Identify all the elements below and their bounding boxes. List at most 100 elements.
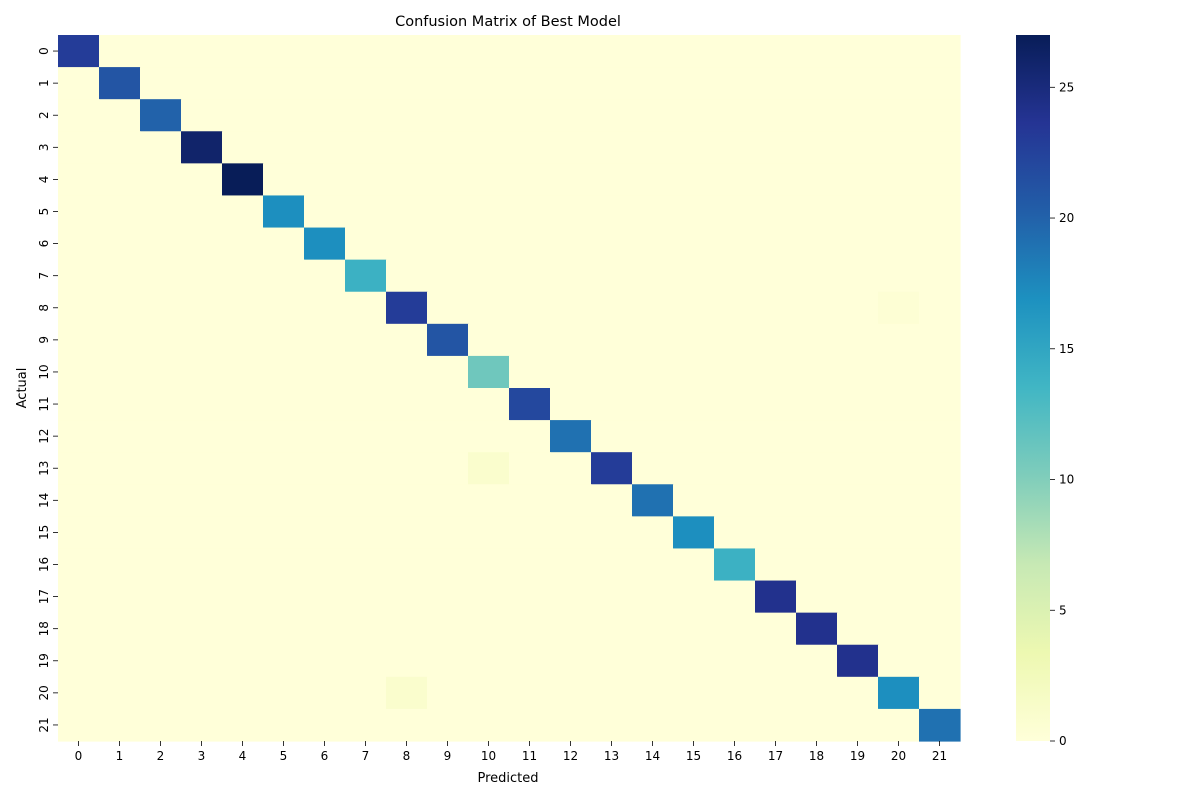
heatmap-cell xyxy=(796,676,838,710)
heatmap-cell xyxy=(509,291,551,325)
heatmap-cell xyxy=(755,259,797,293)
heatmap-cell xyxy=(386,644,428,678)
heatmap-cell xyxy=(345,676,387,710)
heatmap-cell xyxy=(58,99,100,132)
heatmap-cell xyxy=(878,580,920,614)
x-tick-label: 1 xyxy=(116,749,124,763)
heatmap-cell xyxy=(755,516,797,550)
colorbar-tick-label: 20 xyxy=(1059,211,1074,225)
heatmap-cell xyxy=(632,355,674,389)
heatmap-cell xyxy=(796,259,838,293)
heatmap-cell xyxy=(550,420,592,453)
heatmap-cell xyxy=(837,163,879,197)
heatmap-cell xyxy=(714,323,756,357)
heatmap-cell xyxy=(550,99,592,132)
heatmap-cell xyxy=(755,67,797,100)
heatmap-cell xyxy=(509,548,551,582)
heatmap-cell xyxy=(919,291,961,325)
heatmap-cell xyxy=(304,484,346,517)
heatmap-cell xyxy=(99,355,141,389)
heatmap-cell xyxy=(878,259,920,293)
heatmap-cell xyxy=(714,388,756,421)
colorbar-tick-label: 5 xyxy=(1059,603,1067,617)
heatmap-cell xyxy=(140,452,182,485)
heatmap-cell xyxy=(99,612,141,646)
heatmap-cell xyxy=(181,227,223,261)
heatmap-cell xyxy=(550,516,592,550)
heatmap-cell xyxy=(222,644,264,678)
y-tick-label: 15 xyxy=(37,525,51,540)
heatmap-cell xyxy=(263,131,305,164)
x-tick-label: 6 xyxy=(321,749,329,763)
heatmap-cell xyxy=(796,131,838,164)
heatmap-cell xyxy=(632,163,674,197)
x-tick-label: 19 xyxy=(850,749,865,763)
heatmap-cell xyxy=(755,291,797,325)
x-tick-label: 7 xyxy=(362,749,370,763)
heatmap-cell xyxy=(591,516,633,550)
heatmap-cell xyxy=(99,259,141,293)
x-axis-label: Predicted xyxy=(477,771,538,786)
heatmap-cell xyxy=(140,612,182,646)
heatmap-cell xyxy=(591,612,633,646)
y-axis-label: Actual xyxy=(15,368,30,409)
heatmap-cell xyxy=(222,259,264,293)
heatmap-cell xyxy=(837,259,879,293)
heatmap-cell xyxy=(263,644,305,678)
heatmap-cell xyxy=(304,99,346,132)
heatmap-cell xyxy=(427,291,469,325)
heatmap-cell xyxy=(140,516,182,550)
heatmap-cell xyxy=(632,291,674,325)
heatmap-cell xyxy=(345,259,387,293)
heatmap-cell xyxy=(673,227,715,261)
heatmap-cell xyxy=(345,484,387,517)
heatmap-cell xyxy=(550,227,592,261)
colorbar-tick-label: 10 xyxy=(1059,473,1074,487)
x-tick-label: 5 xyxy=(280,749,288,763)
heatmap-cell xyxy=(386,676,428,710)
heatmap-cell xyxy=(796,195,838,229)
heatmap-cell xyxy=(837,291,879,325)
heatmap-cell xyxy=(509,195,551,229)
heatmap-cell xyxy=(222,580,264,614)
heatmap-cell xyxy=(919,516,961,550)
heatmap-cell xyxy=(878,355,920,389)
y-tick-label: 20 xyxy=(37,685,51,700)
heatmap-cell xyxy=(714,420,756,453)
x-tick-label: 18 xyxy=(809,749,824,763)
heatmap-cell xyxy=(796,99,838,132)
heatmap-cell xyxy=(181,355,223,389)
heatmap-cell xyxy=(591,163,633,197)
heatmap-cell xyxy=(673,35,715,68)
heatmap-cell xyxy=(427,259,469,293)
heatmap-cell xyxy=(714,99,756,132)
heatmap-cell xyxy=(58,452,100,485)
heatmap-cell xyxy=(181,195,223,229)
heatmap-cell xyxy=(591,644,633,678)
heatmap-cell xyxy=(222,131,264,164)
heatmap-cell xyxy=(58,516,100,550)
heatmap-cell xyxy=(755,227,797,261)
heatmap-cell xyxy=(591,355,633,389)
heatmap-cell xyxy=(304,291,346,325)
heatmap-cell xyxy=(796,35,838,68)
x-tick-label: 13 xyxy=(604,749,619,763)
heatmap-cell xyxy=(878,291,920,325)
heatmap-cell xyxy=(140,35,182,68)
heatmap-cell xyxy=(263,548,305,582)
heatmap-cell xyxy=(181,131,223,164)
heatmap-cell xyxy=(796,484,838,517)
heatmap-cell xyxy=(181,452,223,485)
heatmap-cell xyxy=(345,35,387,68)
heatmap-cell xyxy=(796,708,838,742)
heatmap-cell xyxy=(632,580,674,614)
heatmap-cell xyxy=(99,195,141,229)
heatmap-cell xyxy=(263,388,305,421)
heatmap-cell xyxy=(345,131,387,164)
heatmap-cell xyxy=(263,452,305,485)
heatmap-cell xyxy=(755,676,797,710)
heatmap-cell xyxy=(345,420,387,453)
heatmap-cell xyxy=(837,708,879,742)
heatmap-cell xyxy=(919,195,961,229)
heatmap-cell xyxy=(386,259,428,293)
